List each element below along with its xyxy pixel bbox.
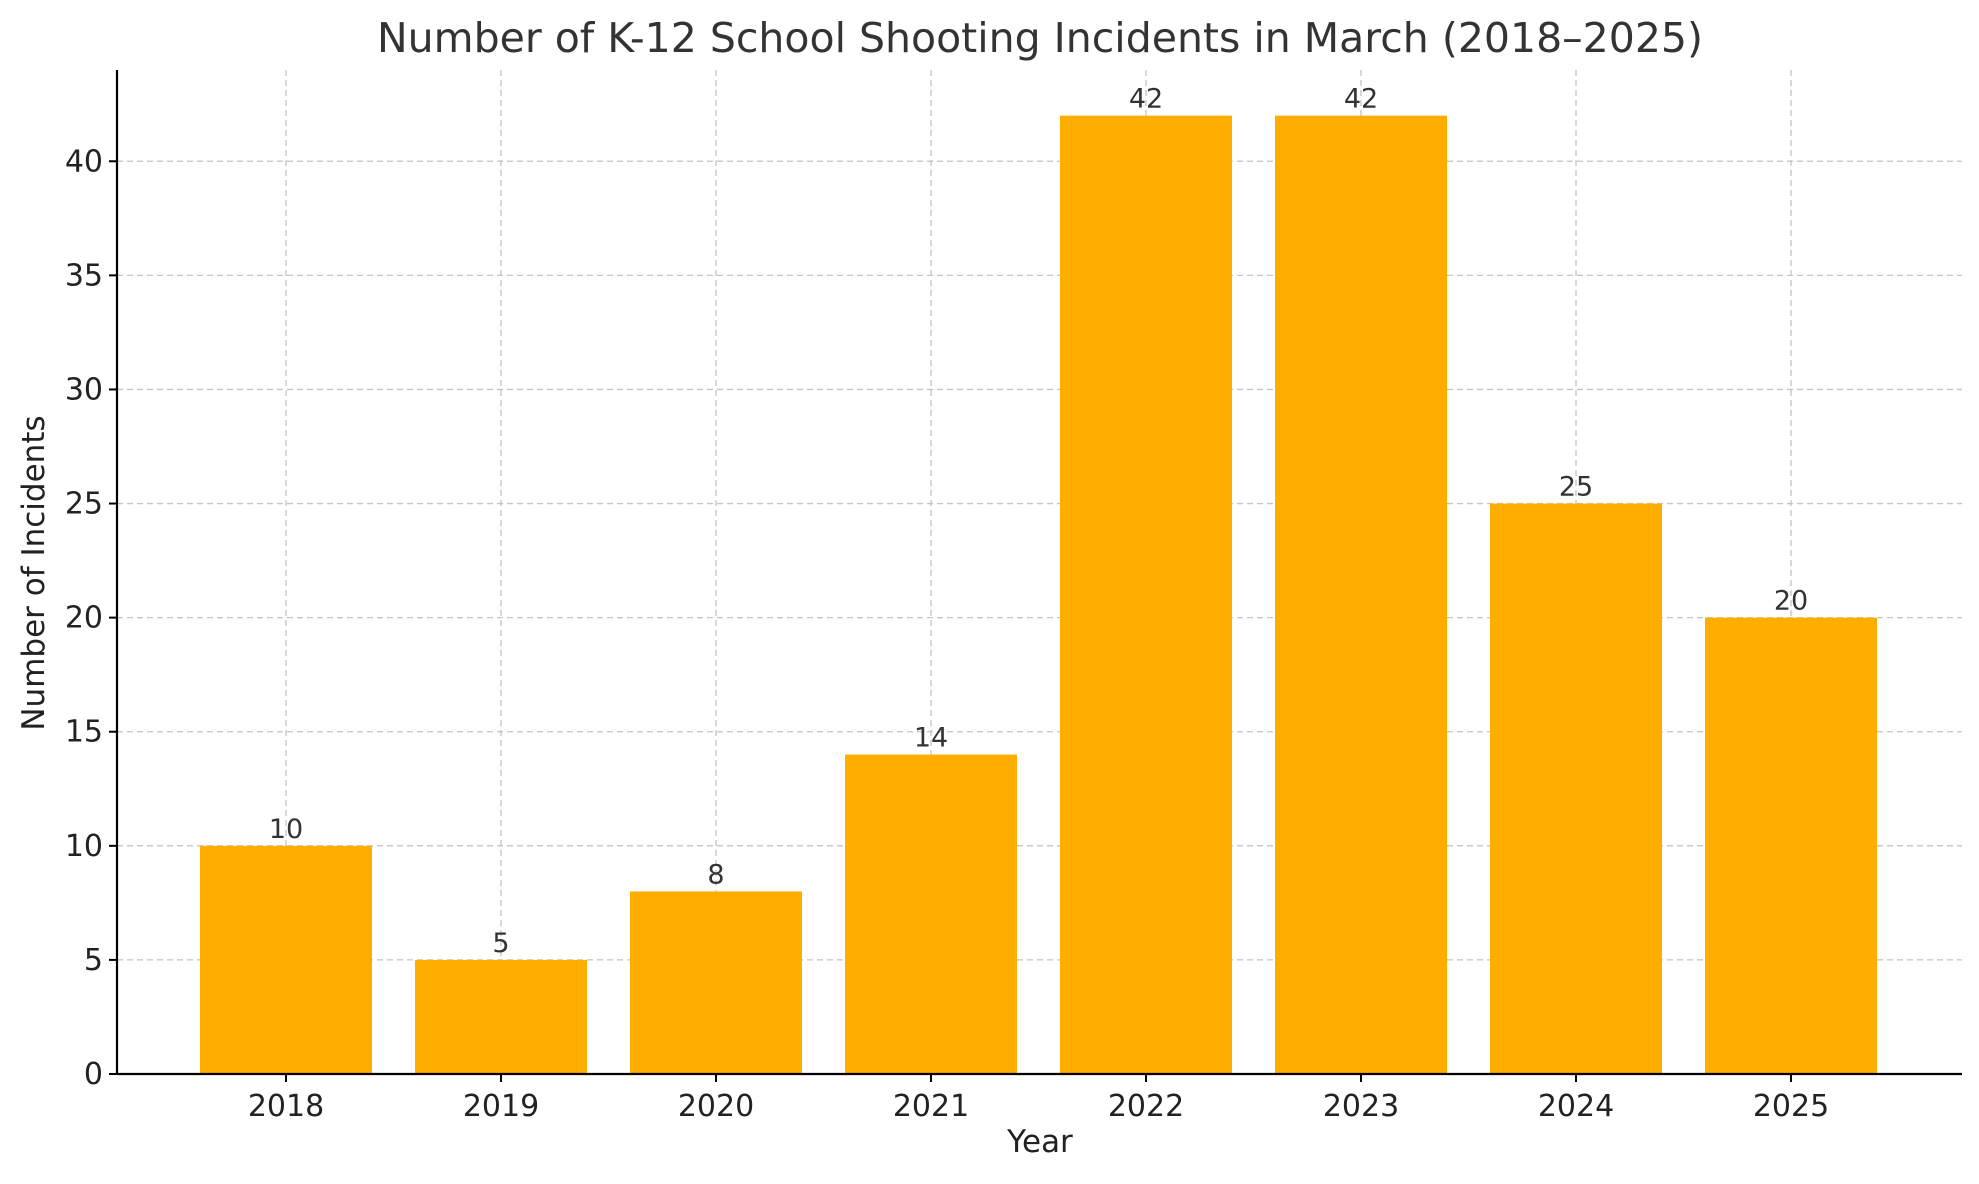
- y-tick-label-30: 30: [65, 372, 103, 407]
- bar-2022: [1060, 115, 1232, 1075]
- y-tick-label-25: 25: [65, 487, 103, 522]
- data-label-2024: 25: [1559, 472, 1593, 503]
- data-label-2025: 20: [1774, 586, 1808, 617]
- bar-2020: [630, 891, 802, 1074]
- bar-2024: [1490, 503, 1662, 1075]
- bar-2021: [845, 754, 1017, 1074]
- y-tick-label-15: 15: [65, 715, 103, 750]
- x-tick-label-2024: 2024: [1538, 1089, 1614, 1124]
- y-tick-label-10: 10: [65, 829, 103, 864]
- chart-title: Number of K-12 School Shooting Incidents…: [377, 14, 1703, 62]
- y-tick-label-35: 35: [65, 258, 103, 293]
- x-tick-label-2020: 2020: [678, 1089, 754, 1124]
- x-axis-label: Year: [1006, 1124, 1073, 1160]
- x-tick-label-2018: 2018: [248, 1089, 324, 1124]
- y-tick-label-5: 5: [84, 943, 103, 978]
- data-label-2020: 8: [707, 859, 724, 890]
- bars-layer: [200, 115, 1877, 1075]
- bar-2025: [1705, 617, 1877, 1074]
- x-tick-label-2022: 2022: [1108, 1089, 1184, 1124]
- y-tick-label-0: 0: [84, 1057, 103, 1092]
- x-tick-label-2019: 2019: [463, 1089, 539, 1124]
- data-label-2023: 42: [1344, 84, 1378, 115]
- bar-2019: [415, 959, 587, 1074]
- axes-layer: [115, 70, 1962, 1076]
- bar-2018: [200, 845, 372, 1074]
- y-tick-label-20: 20: [65, 601, 103, 636]
- y-tick-label-40: 40: [65, 144, 103, 179]
- y-axis-label: Number of Incidents: [16, 415, 52, 730]
- data-label-2021: 14: [914, 723, 948, 754]
- data-labels-layer: 10 5 8 14 42 42 25 20: [269, 84, 1808, 959]
- grid-layer: [117, 70, 1962, 1074]
- x-tick-label-2023: 2023: [1323, 1089, 1399, 1124]
- bar-2023: [1275, 115, 1447, 1075]
- data-label-2022: 42: [1129, 84, 1163, 115]
- data-label-2019: 5: [492, 928, 509, 959]
- x-tick-label-2021: 2021: [893, 1089, 969, 1124]
- data-label-2018: 10: [269, 814, 303, 845]
- x-tick-label-2025: 2025: [1753, 1089, 1829, 1124]
